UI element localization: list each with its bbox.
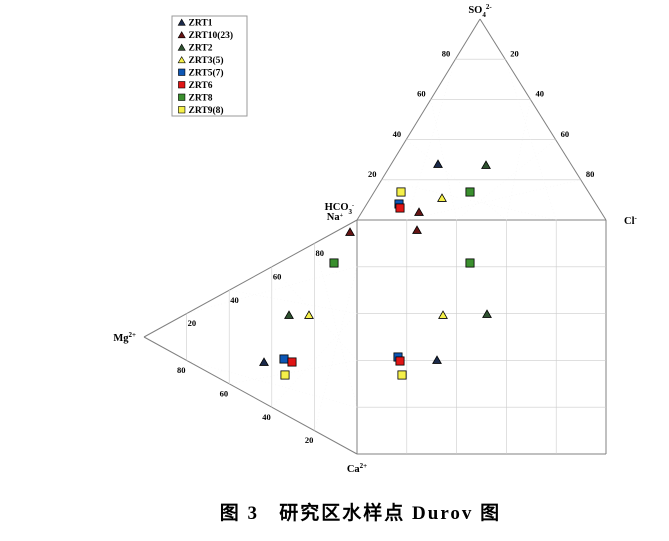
svg-text:ZRT6: ZRT6	[189, 81, 213, 91]
svg-text:40: 40	[393, 129, 402, 139]
svg-text:20: 20	[368, 169, 377, 179]
svg-text:ZRT1: ZRT1	[189, 19, 213, 29]
svg-text:40: 40	[230, 295, 239, 305]
svg-text:ZRT9(8): ZRT9(8)	[189, 105, 224, 116]
svg-text:60: 60	[561, 129, 570, 139]
svg-text:20: 20	[305, 435, 314, 445]
svg-text:80: 80	[442, 48, 451, 58]
svg-text:60: 60	[417, 89, 426, 99]
svg-text:ZRT2: ZRT2	[189, 44, 213, 54]
svg-text:ZRT3(5): ZRT3(5)	[189, 55, 224, 66]
svg-text:ZRT5(7): ZRT5(7)	[189, 68, 224, 79]
svg-text:20: 20	[188, 318, 197, 328]
svg-text:60: 60	[273, 271, 282, 281]
svg-text:20: 20	[510, 48, 519, 58]
svg-text:80: 80	[177, 365, 186, 375]
svg-text:40: 40	[262, 412, 271, 422]
svg-text:80: 80	[315, 248, 324, 258]
svg-text:80: 80	[586, 169, 595, 179]
svg-text:ZRT10(23): ZRT10(23)	[189, 30, 234, 41]
svg-text:ZRT8: ZRT8	[189, 94, 213, 104]
svg-text:40: 40	[535, 89, 544, 99]
svg-text:60: 60	[220, 388, 229, 398]
